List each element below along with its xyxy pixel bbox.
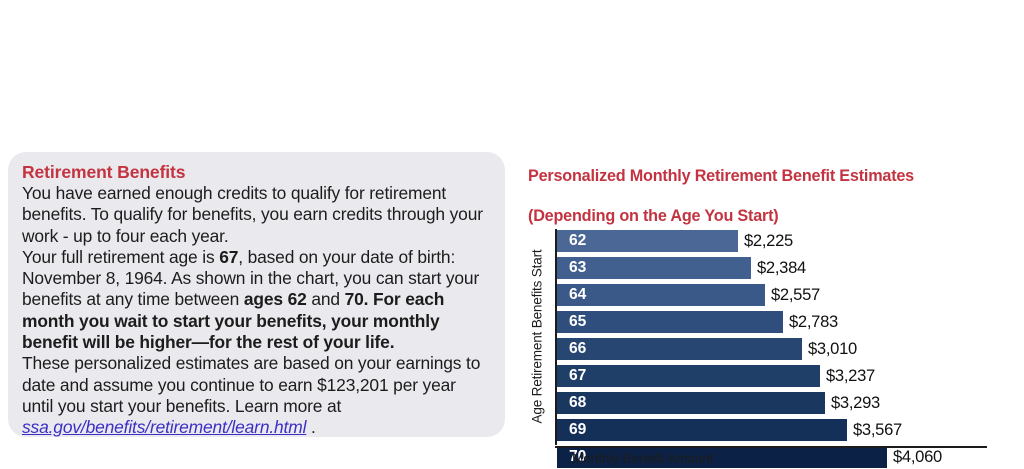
bar-value-label: $3,567 — [853, 420, 902, 439]
bar-value-label: $2,783 — [789, 312, 838, 331]
age-70-emphasis: 70 — [344, 289, 364, 310]
bar-age-label: 69 — [569, 421, 587, 438]
chart-title: Personalized Monthly Retirement Benefit … — [528, 146, 1016, 226]
bar-age-label: 66 — [569, 340, 587, 357]
bar-age-66[interactable]: 66 — [557, 338, 802, 360]
annual-earnings-value: $123,201 — [317, 374, 389, 395]
ages-62-emphasis: ages 62 — [243, 289, 307, 310]
bar-series: 62 $2,225 63 $2,384 64 $2,557 65 $2,783 66 $3,010… — [557, 229, 1016, 468]
fra-mid-text: , based on your date of birth: November … — [22, 246, 480, 310]
fra-and-text: and — [306, 289, 345, 310]
bar-row: 69 $3,567 — [557, 418, 1016, 442]
paragraph-full-retirement-age: Your full retirement age is 67, based on… — [22, 247, 491, 353]
bar-age-label: 64 — [569, 286, 587, 303]
bar-row: 63 $2,384 — [557, 256, 1016, 280]
bar-age-68[interactable]: 68 — [557, 392, 825, 414]
bar-value-label: $2,557 — [771, 285, 820, 304]
bar-row: 68 $3,293 — [557, 391, 1016, 415]
bar-value-label: $3,293 — [831, 393, 880, 412]
bar-value-label: $4,060 — [893, 447, 942, 466]
chart-title-line-2: (Depending on the Age You Start) — [528, 207, 779, 225]
bar-age-label: 67 — [569, 367, 587, 384]
bar-age-label: 62 — [569, 232, 587, 249]
bar-value-label: $3,010 — [808, 339, 857, 358]
bar-value-label: $2,384 — [757, 258, 806, 277]
bar-row: 66 $3,010 — [557, 337, 1016, 361]
paragraph-credits: You have earned enough credits to qualif… — [22, 183, 491, 247]
bar-age-63[interactable]: 63 — [557, 257, 751, 279]
wait-benefit-emphasis: . For each month you wait to start your … — [22, 289, 445, 353]
bar-age-69[interactable]: 69 — [557, 419, 847, 441]
x-axis-label: Monthly Benefit Amount — [572, 451, 714, 466]
chart-plot-area: Age Retirement Benefits Start 62 $2,225 63… — [526, 229, 1016, 468]
bar-row: 67 $3,237 — [557, 364, 1016, 388]
chart-title-line-1: Personalized Monthly Retirement Benefit … — [528, 167, 914, 185]
bar-age-67[interactable]: 67 — [557, 365, 820, 387]
bar-age-label: 65 — [569, 313, 587, 330]
bar-age-64[interactable]: 64 — [557, 284, 765, 306]
bar-value-label: $3,237 — [826, 366, 875, 385]
y-axis-label-text: Age Retirement Benefits Start — [529, 248, 545, 424]
x-axis-line — [555, 446, 987, 448]
bar-row: 65 $2,783 — [557, 310, 1016, 334]
bar-age-label: 63 — [569, 259, 587, 276]
y-axis-label: Age Retirement Benefits Start — [526, 229, 548, 443]
estimates-prefix-text: These personalized estimates are based o… — [22, 353, 481, 395]
bar-age-label: 68 — [569, 394, 587, 411]
paragraph-estimates: These personalized estimates are based o… — [22, 353, 491, 438]
bar-row: 64 $2,557 — [557, 283, 1016, 307]
panel-heading: Retirement Benefits — [22, 162, 186, 182]
full-retirement-age-value: 67 — [219, 246, 239, 267]
estimates-suffix-text: . — [306, 417, 316, 438]
retirement-benefits-panel: Retirement Benefits You have earned enou… — [8, 152, 505, 437]
estimates-mid-text: per year until you start your benefits. … — [22, 374, 456, 416]
y-axis-line — [555, 229, 557, 445]
learn-more-link[interactable]: ssa.gov/benefits/retirement/learn.html — [22, 417, 307, 438]
bar-age-62[interactable]: 62 — [557, 230, 738, 252]
bar-row: 62 $2,225 — [557, 229, 1016, 253]
paragraph-credits-text: You have earned enough credits to qualif… — [22, 183, 483, 246]
bar-age-65[interactable]: 65 — [557, 311, 783, 333]
benefit-estimates-chart: Personalized Monthly Retirement Benefit … — [528, 146, 1016, 468]
bar-value-label: $2,225 — [744, 231, 793, 250]
fra-prefix-text: Your full retirement age is — [22, 246, 220, 267]
